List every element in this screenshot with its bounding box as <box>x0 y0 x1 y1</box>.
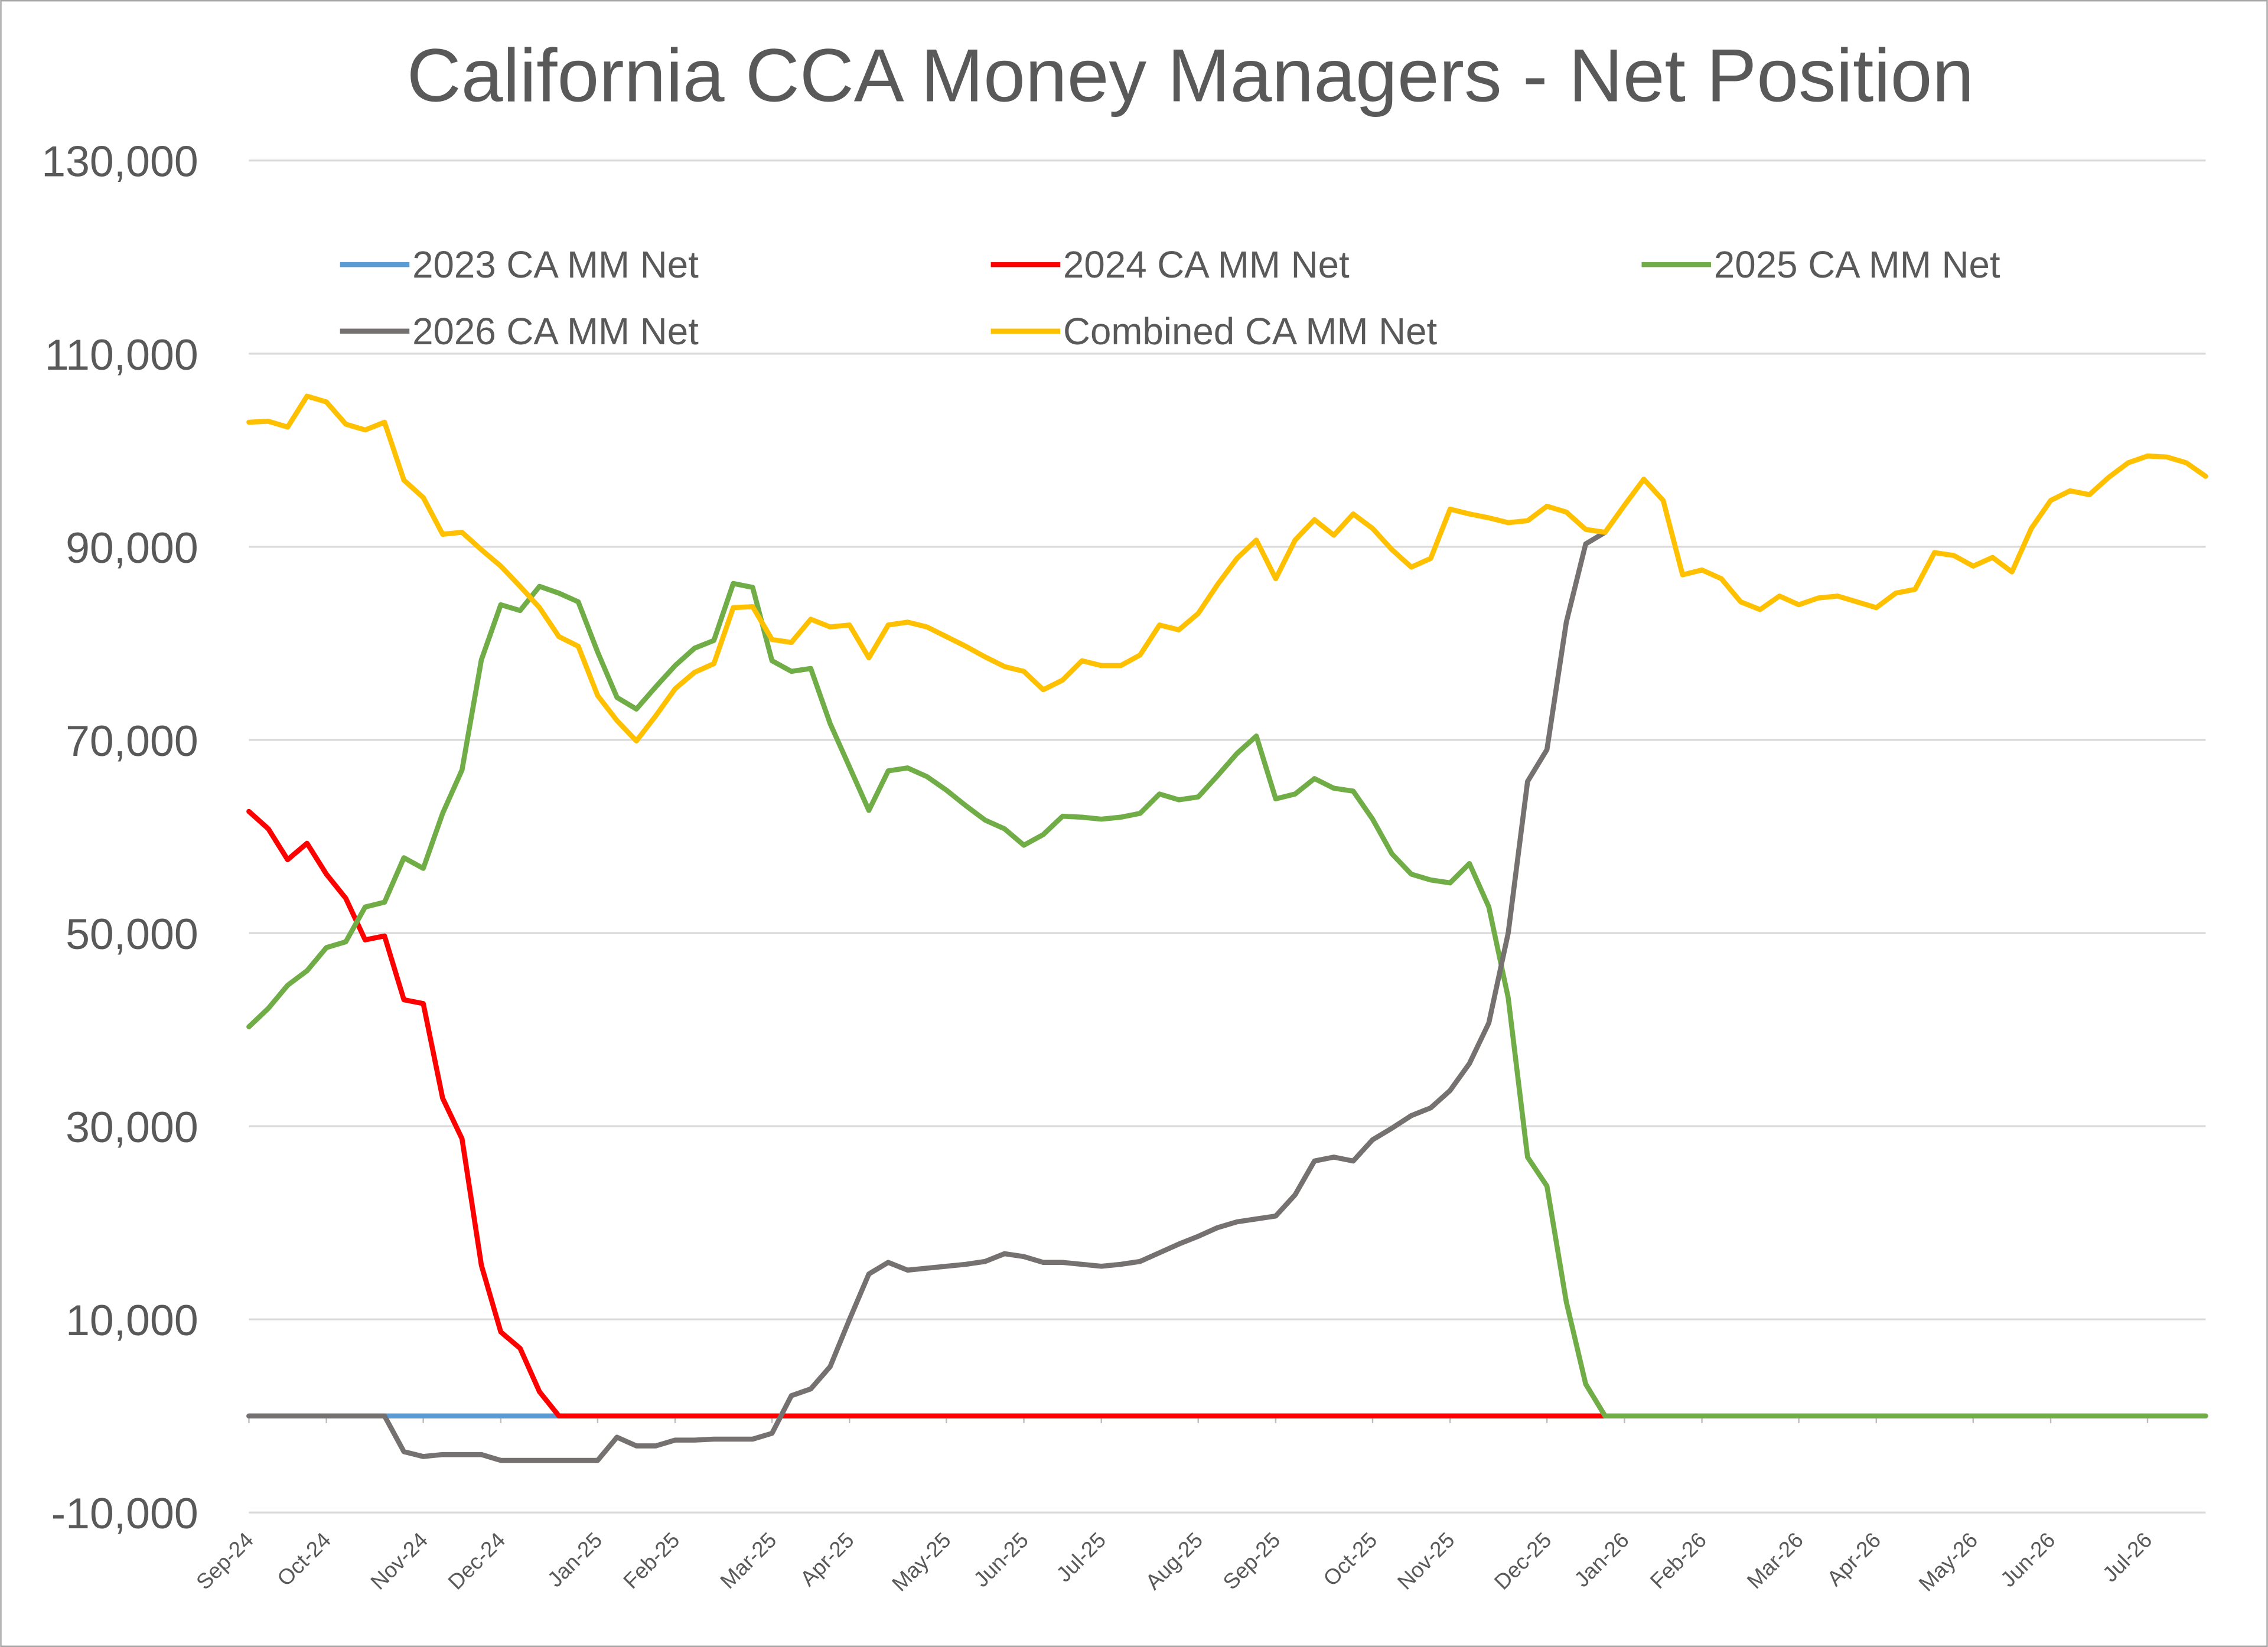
series-line <box>246 808 1608 1419</box>
y-tick-label: -10,000 <box>51 1489 198 1538</box>
chart-title: California CCA Money Managers - Net Posi… <box>407 33 1974 117</box>
y-tick-label: 50,000 <box>66 910 198 958</box>
series-line <box>246 580 2208 1419</box>
legend-label: 2026 CA MM Net <box>412 311 699 353</box>
y-tick-label: 70,000 <box>66 717 198 765</box>
y-tick-label: 10,000 <box>66 1296 198 1345</box>
legend-label: Combined CA MM Net <box>1063 311 1438 353</box>
legend-label: 2025 CA MM Net <box>1714 244 2000 286</box>
y-tick-label: 130,000 <box>41 138 198 186</box>
legend-label: 2024 CA MM Net <box>1063 244 1350 286</box>
series-line <box>246 393 2208 743</box>
y-tick-label: 30,000 <box>66 1103 198 1152</box>
legend-label: 2023 CA MM Net <box>412 244 699 286</box>
y-tick-label: 110,000 <box>45 331 198 379</box>
series-line <box>246 530 1608 1463</box>
y-tick-label: 90,000 <box>66 524 198 572</box>
